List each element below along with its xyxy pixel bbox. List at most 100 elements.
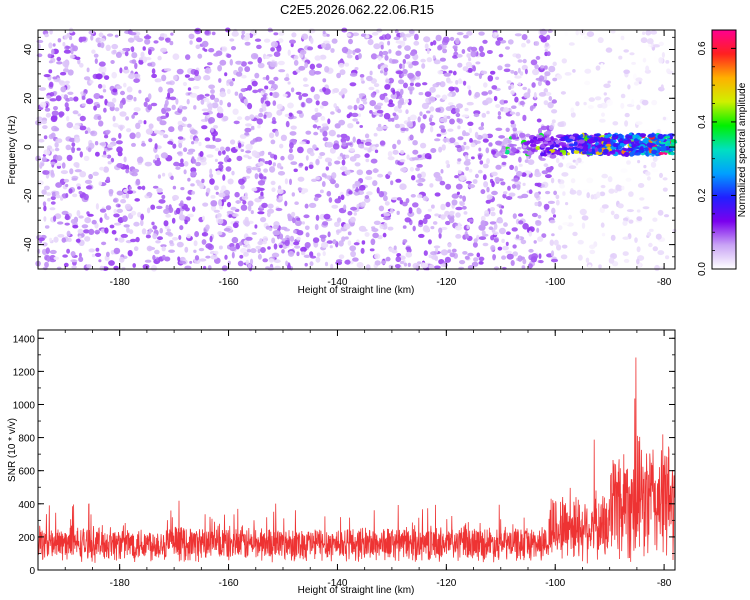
heatmap-cell <box>412 120 416 127</box>
heatmap-cell <box>329 245 333 249</box>
heatmap-cell <box>528 147 533 151</box>
heatmap-cell <box>518 82 522 86</box>
heatmap-cell <box>296 236 301 241</box>
heatmap-cell <box>432 221 438 225</box>
heatmap-cell <box>231 46 236 51</box>
heatmap-cell <box>579 208 587 216</box>
heatmap-cell <box>409 88 413 95</box>
heatmap-cell <box>49 207 56 211</box>
heatmap-cell <box>432 40 437 46</box>
heatmap-cell <box>293 59 299 66</box>
heatmap-cell <box>297 146 304 154</box>
heatmap-cell <box>499 99 506 105</box>
heatmap-cell <box>102 66 107 73</box>
heatmap-cell <box>343 204 347 210</box>
heatmap-cell <box>143 35 152 40</box>
heatmap-cell <box>433 265 441 269</box>
heatmap-cell <box>369 248 375 252</box>
heatmap-cell <box>111 43 119 50</box>
heatmap-cell <box>447 128 454 132</box>
heatmap-cell <box>644 147 649 152</box>
heatmap-cell <box>423 250 428 256</box>
heatmap-cell <box>521 172 527 177</box>
heatmap-cell <box>78 252 82 258</box>
heatmap-cell <box>515 53 521 59</box>
heatmap-cell <box>264 55 271 60</box>
heatmap-cell <box>634 237 638 243</box>
heatmap-cell <box>433 59 441 65</box>
heatmap-cell <box>463 80 467 86</box>
heatmap-cell <box>327 231 331 238</box>
heatmap-cell <box>558 162 564 168</box>
heatmap-cell <box>507 39 514 45</box>
heatmap-cell <box>162 134 169 139</box>
heatmap-cell <box>203 228 207 233</box>
heatmap-cell <box>90 34 94 41</box>
heatmap-cell <box>304 242 311 248</box>
heatmap-cell <box>530 143 537 147</box>
heatmap-cell <box>280 155 285 161</box>
heatmap-cell <box>185 54 191 60</box>
heatmap-cell <box>217 150 222 156</box>
heatmap-cell <box>491 180 495 188</box>
heatmap-cell <box>572 133 579 137</box>
heatmap-cell <box>472 241 478 248</box>
heatmap-cell <box>489 221 497 225</box>
heatmap-cell <box>478 236 487 241</box>
heatmap-cell <box>336 259 343 263</box>
heatmap-cell <box>543 75 548 81</box>
heatmap-cell <box>133 78 140 83</box>
heatmap-cell <box>326 190 332 197</box>
heatmap-cell <box>622 140 629 145</box>
heatmap-cell <box>170 32 174 36</box>
heatmap-cell <box>468 89 472 96</box>
heatmap-cell <box>259 151 265 157</box>
colorbar-axis: 0.00.20.40.6 <box>697 41 736 276</box>
heatmap-cell <box>543 203 550 210</box>
heatmap-cell <box>69 97 73 101</box>
heatmap-cell <box>563 135 569 141</box>
heatmap-cell <box>606 137 611 143</box>
heatmap-cell <box>332 143 340 150</box>
heatmap-cell <box>45 112 52 118</box>
heatmap-cell <box>364 195 370 199</box>
heatmap-cell <box>86 67 90 73</box>
heatmap-cell <box>107 161 112 165</box>
heatmap-cell <box>104 98 108 106</box>
heatmap-cell <box>223 227 231 232</box>
heatmap-cell <box>658 152 665 155</box>
heatmap-cell <box>452 70 457 76</box>
heatmap-cell <box>63 68 69 73</box>
heatmap-cell <box>374 253 381 260</box>
heatmap-cell <box>621 185 625 191</box>
heatmap-cell <box>66 248 70 254</box>
heatmap-cell <box>559 149 567 153</box>
heatmap-cell <box>528 248 534 253</box>
heatmap-cell <box>497 115 502 120</box>
heatmap-cell <box>237 116 243 121</box>
heatmap-cell <box>249 258 254 265</box>
heatmap-cell <box>478 73 482 79</box>
heatmap-cell <box>150 265 158 272</box>
heatmap-cell <box>141 228 147 235</box>
heatmap-cell <box>585 257 590 263</box>
heatmap-cell <box>617 203 624 209</box>
heatmap-cell <box>188 33 195 40</box>
heatmap-cell <box>485 97 493 104</box>
heatmap-cell <box>370 238 376 246</box>
heatmap-cell <box>623 69 630 75</box>
heatmap-cell <box>358 143 364 149</box>
heatmap-cell <box>290 42 294 48</box>
heatmap-cell <box>554 139 562 143</box>
heatmap-cell <box>131 59 137 64</box>
heatmap-cell <box>481 112 487 118</box>
heatmap-cell <box>154 78 162 83</box>
heatmap-cell <box>417 154 422 158</box>
heatmap-cell <box>620 102 625 109</box>
heatmap-cell <box>50 132 56 139</box>
heatmap-cell <box>399 97 405 105</box>
heatmap-cell <box>350 206 358 211</box>
heatmap-cell <box>172 53 180 60</box>
heatmap-cell <box>334 221 340 227</box>
heatmap-cell <box>214 138 222 143</box>
